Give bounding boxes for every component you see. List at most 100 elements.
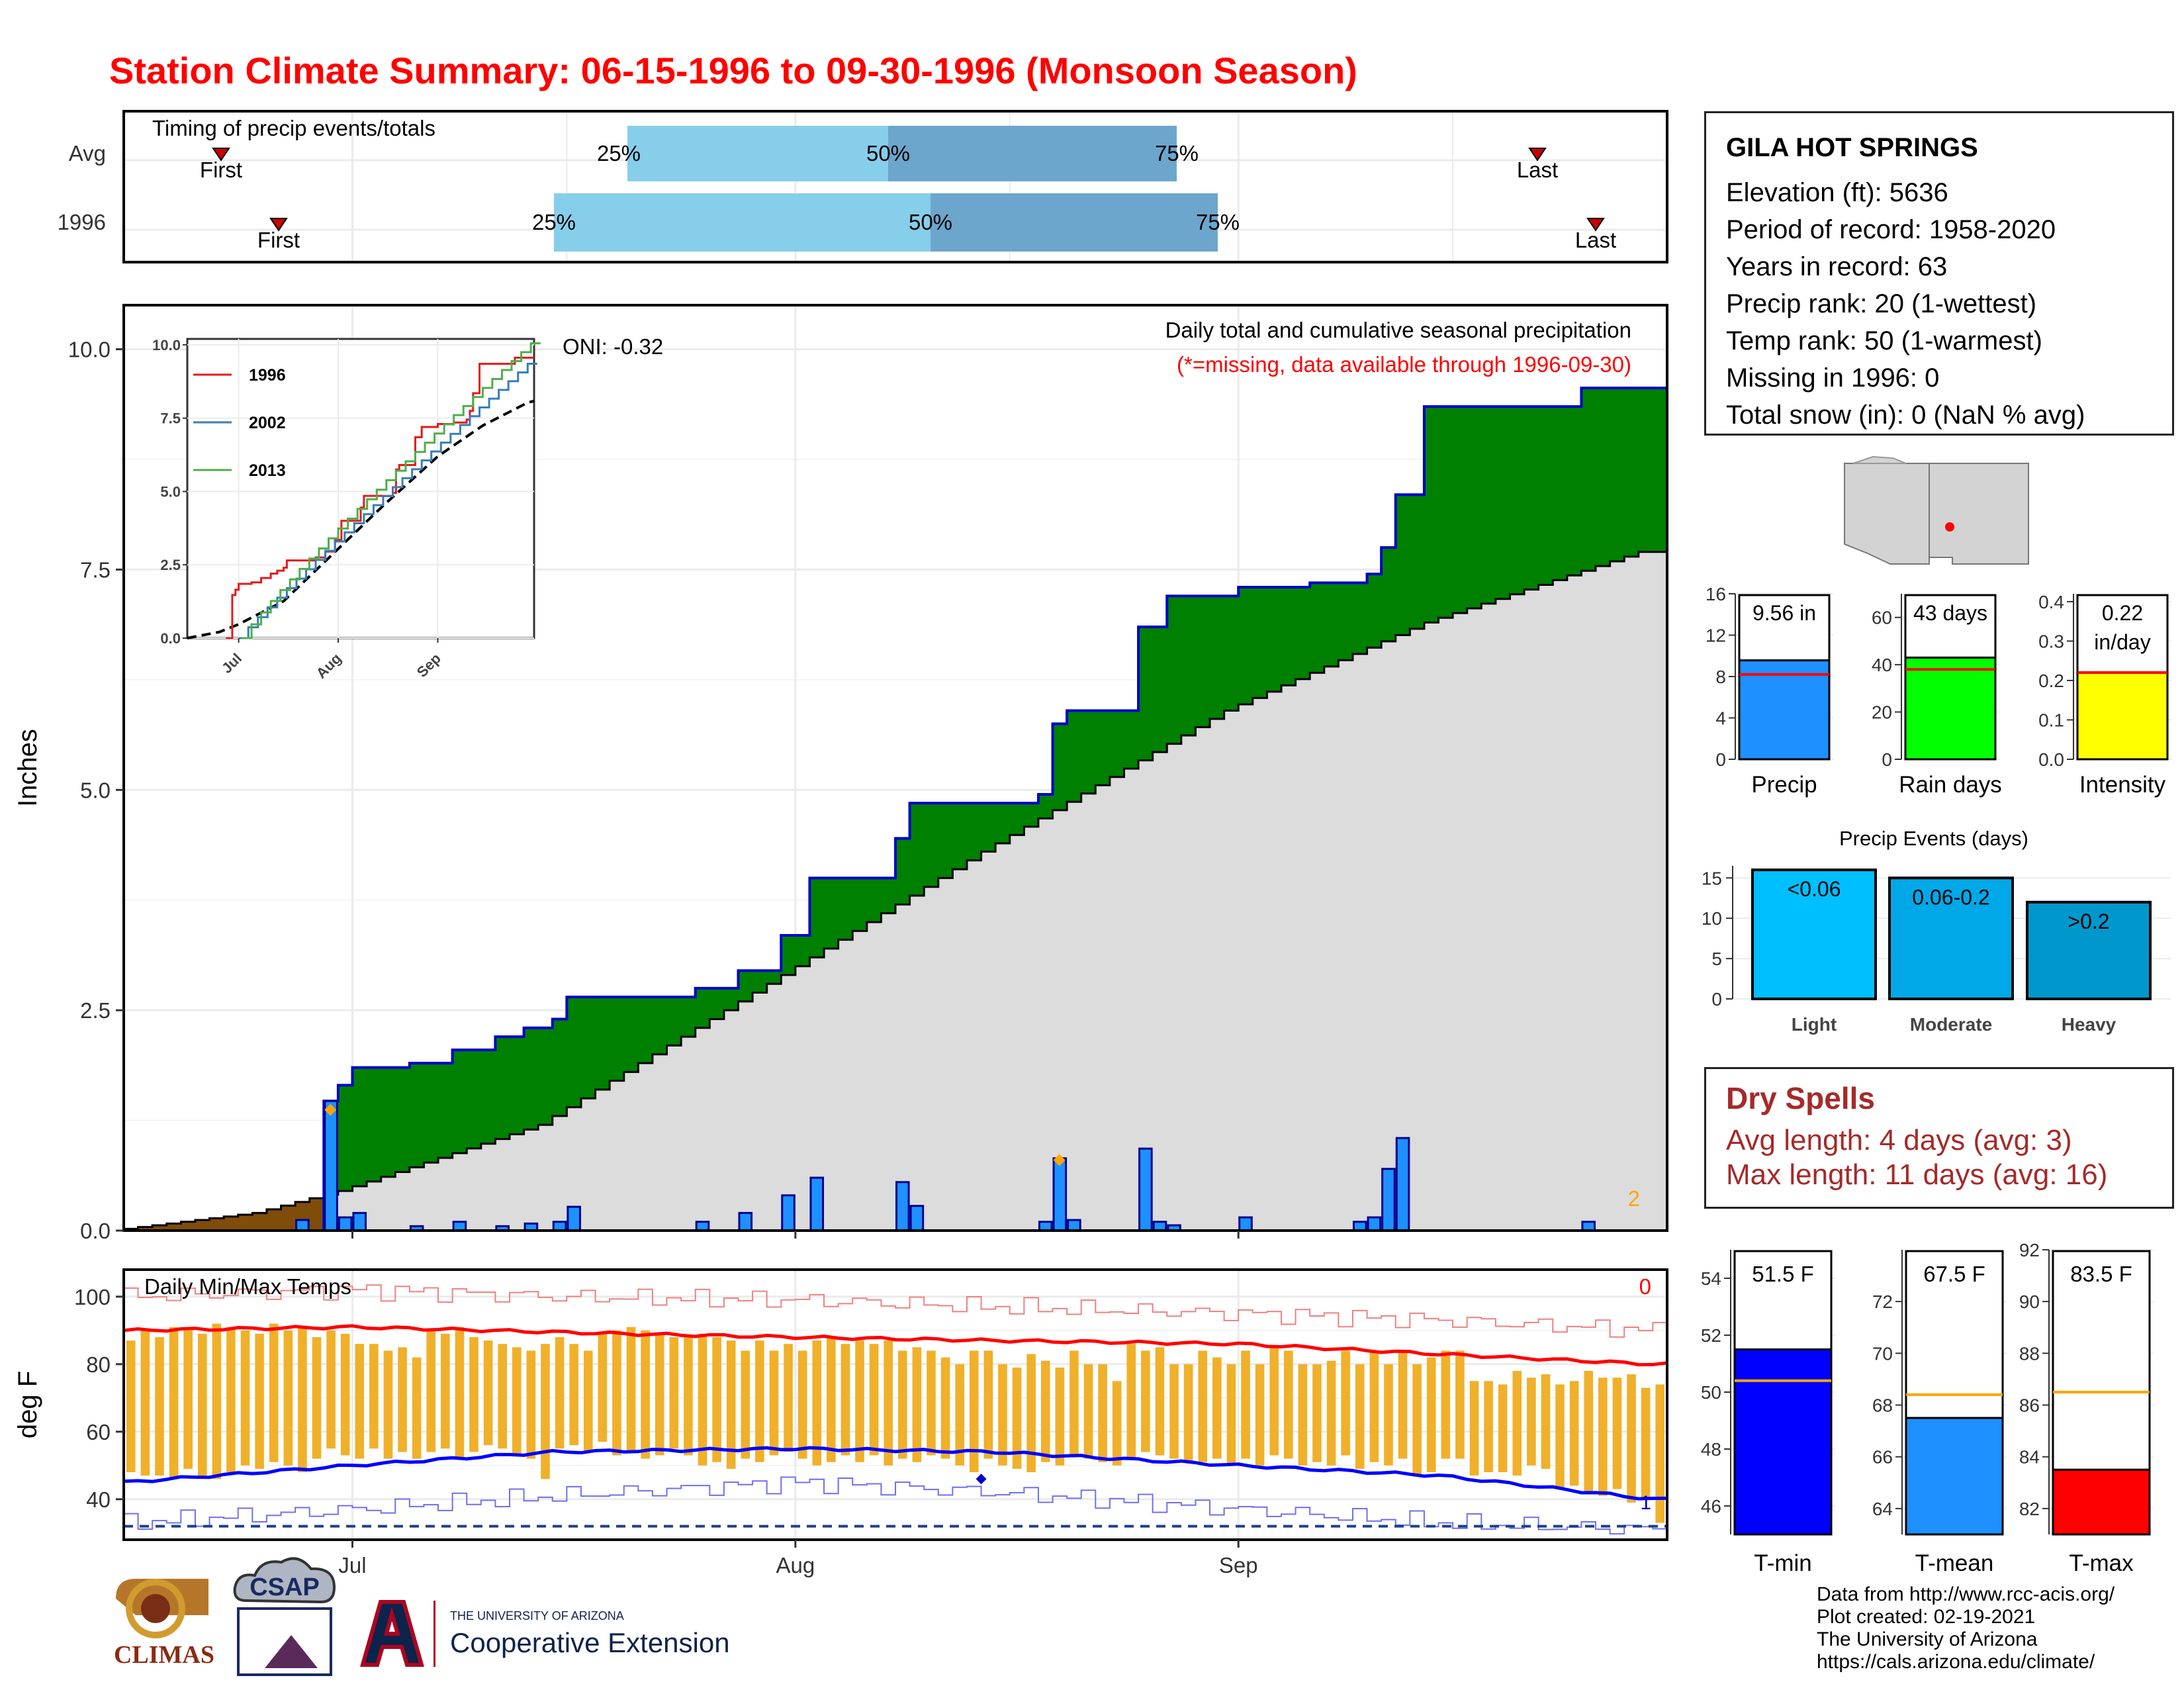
surplus-area bbox=[338, 1085, 353, 1192]
avg-max-line bbox=[123, 1324, 1668, 1367]
ua-logo-big-text: Cooperative Extension bbox=[450, 1627, 730, 1658]
daily-temp-range-bar bbox=[869, 1344, 879, 1456]
daily-temp-range-bar bbox=[641, 1330, 650, 1459]
daily-temp-range-bar bbox=[312, 1337, 322, 1459]
timing-avg-iqr-high bbox=[888, 126, 1177, 181]
surplus-area bbox=[595, 997, 610, 1090]
inset-y-tick-label: 10.0 bbox=[152, 337, 181, 353]
temp-summary-tick-label: 72 bbox=[1872, 1291, 1893, 1312]
daily-precip-bar bbox=[295, 1219, 310, 1232]
daily-temp-range-bar bbox=[398, 1347, 407, 1452]
daily-temp-range-bar bbox=[355, 1344, 365, 1459]
ua-logo-small-text: THE UNIVERSITY OF ARIZONA bbox=[450, 1609, 624, 1622]
mini-bar-value-label: 9.56 in bbox=[1752, 601, 1816, 625]
surplus-area bbox=[1567, 406, 1582, 576]
daily-temp-range-bar bbox=[1169, 1364, 1179, 1459]
temp-y-axis: 40 60 80 100 bbox=[74, 1285, 124, 1512]
daily-temp-range-bar bbox=[955, 1364, 964, 1466]
daily-temp-range-bar bbox=[769, 1350, 779, 1456]
temp-summary-group: 64 66 68 70 72 67.5 F T-mean bbox=[1872, 1250, 2007, 1576]
surplus-area bbox=[1310, 583, 1325, 673]
daily-precip-bar bbox=[338, 1216, 353, 1232]
surplus-area bbox=[480, 1050, 496, 1144]
daily-temp-range-bar bbox=[1627, 1374, 1636, 1503]
surplus-area bbox=[1252, 587, 1268, 698]
temp-y-tick-label: 100 bbox=[74, 1285, 111, 1309]
daily-temp-range-bar bbox=[1555, 1384, 1565, 1489]
x-tick-label: Aug bbox=[776, 1553, 815, 1577]
precip-y-tick-label: 7.5 bbox=[80, 557, 111, 582]
surplus-area bbox=[652, 997, 668, 1055]
deficit-area bbox=[209, 1218, 224, 1231]
temp-summary-label-box bbox=[2052, 1250, 2151, 1471]
surplus-area bbox=[1410, 494, 1425, 629]
mini-bar-group: 0 4 8 12 16 9.56 in Precip bbox=[1706, 584, 1833, 798]
timing-1996-p75: 75% bbox=[1196, 210, 1240, 234]
mini-bar-category-label: Rain days bbox=[1899, 772, 2002, 798]
mini-bar-value-label: 43 days bbox=[1913, 601, 1987, 625]
temp-summary-tick-label: 82 bbox=[2019, 1499, 2040, 1519]
daily-temp-range-bar bbox=[126, 1340, 136, 1472]
precip-y-tick-label: 5.0 bbox=[80, 778, 111, 802]
temp-summary-category-label: T-min bbox=[1754, 1550, 1812, 1576]
surplus-area bbox=[981, 803, 996, 852]
daily-precip-bar bbox=[1052, 1157, 1068, 1232]
surplus-area bbox=[666, 997, 682, 1046]
temp-y-tick-label: 40 bbox=[86, 1487, 111, 1512]
surplus-area bbox=[452, 1050, 467, 1154]
csap-logo-cloud bbox=[233, 1557, 336, 1604]
mini-bar-tick-label: 8 bbox=[1715, 667, 1726, 687]
surplus-area bbox=[523, 1027, 539, 1130]
daily-temp-range-bar bbox=[240, 1330, 250, 1466]
timing-1996-iqr-high bbox=[931, 193, 1218, 252]
csap-logo-mountain bbox=[265, 1635, 318, 1668]
daily-temp-range-bar bbox=[726, 1340, 736, 1469]
precip-areas bbox=[124, 387, 1668, 1232]
temp-summary-tick-label: 86 bbox=[2019, 1395, 2040, 1416]
timing-1996-iqr-low bbox=[554, 193, 931, 252]
daily-temp-range-bar bbox=[1569, 1381, 1579, 1486]
inset-avg-line bbox=[187, 399, 535, 639]
temp-summary-tick-label: 68 bbox=[1872, 1395, 1893, 1416]
daily-temp-range-bar bbox=[1612, 1378, 1622, 1489]
timing-avg-p50: 50% bbox=[866, 141, 910, 165]
temp-summary-value-label: 51.5 F bbox=[1752, 1262, 1814, 1286]
surplus-area bbox=[1553, 406, 1568, 581]
inset-legend-label: 2013 bbox=[249, 461, 286, 480]
x-tick-label: Sep bbox=[1219, 1553, 1258, 1577]
daily-temp-range-bar bbox=[169, 1327, 179, 1479]
daily-temp-range-bar bbox=[1598, 1378, 1608, 1496]
surplus-area bbox=[909, 803, 925, 896]
mini-bar-label-box bbox=[2076, 594, 2169, 674]
station-elevation: Elevation (ft): 5636 bbox=[1726, 178, 1948, 207]
climas-logo-core bbox=[141, 1594, 170, 1623]
daily-temp-range-bar bbox=[1026, 1354, 1036, 1472]
daily-temp-range-bar bbox=[784, 1344, 793, 1452]
surplus-area bbox=[1281, 587, 1297, 686]
surplus-area bbox=[1653, 388, 1668, 552]
daily-temp-range-bar bbox=[1341, 1350, 1350, 1456]
daily-temp-range-bar bbox=[812, 1340, 822, 1466]
daily-temp-range-bar bbox=[140, 1330, 150, 1476]
daily-precip-bar bbox=[909, 1205, 925, 1232]
events-tick-label: 15 bbox=[1702, 868, 1722, 888]
events-category-label: Heavy bbox=[2062, 1014, 2116, 1035]
dry-spells-avg-length: Avg length: 4 days (avg: 3) bbox=[1726, 1124, 2072, 1156]
temp-summary-value-label: 67.5 F bbox=[1923, 1262, 1985, 1286]
timing-avg-first-marker bbox=[212, 148, 230, 162]
logos: CLIMAS CSAP THE UNIVERSITY OF ARIZONA Co… bbox=[114, 1557, 730, 1676]
daily-temp-range-bar bbox=[827, 1337, 836, 1462]
deficit-area bbox=[181, 1221, 196, 1231]
daily-temp-range-bar bbox=[269, 1323, 279, 1462]
surplus-area bbox=[966, 803, 982, 861]
mini-bar-group: 0.0 0.1 0.2 0.3 0.4 0.22 in/day Intensity bbox=[2038, 592, 2171, 798]
timing-avg-last-label: Last bbox=[1517, 158, 1558, 182]
surplus-area bbox=[610, 997, 625, 1081]
daily-temp-range-bar bbox=[1541, 1374, 1551, 1469]
surplus-area bbox=[1195, 596, 1210, 727]
temp-lines bbox=[123, 1284, 1668, 1535]
precip-y-tick-label: 0.0 bbox=[80, 1219, 111, 1243]
daily-temp-range-bar bbox=[1326, 1360, 1336, 1466]
daily-temp-range-bar bbox=[469, 1337, 478, 1452]
